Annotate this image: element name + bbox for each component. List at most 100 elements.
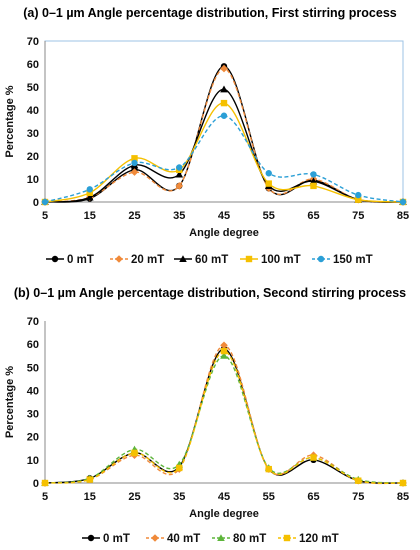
y-tick-label: 60 <box>27 339 39 351</box>
x-tick-label: 75 <box>352 491 364 503</box>
legend-label: 0 mT <box>103 533 130 545</box>
data-point <box>86 189 93 196</box>
data-point <box>130 168 139 176</box>
data-point <box>131 449 138 457</box>
y-axis-label: Percentage % <box>4 85 16 157</box>
data-point <box>220 351 228 359</box>
series-line <box>44 115 404 203</box>
y-tick-label: 40 <box>27 105 39 117</box>
legend-item: 100 mT <box>240 254 301 266</box>
y-tick-label: 50 <box>27 82 39 94</box>
x-tick-label: 15 <box>84 491 96 503</box>
data-point <box>175 182 184 190</box>
data-point <box>131 155 138 162</box>
y-tick-label: 50 <box>27 362 39 374</box>
x-tick-label: 65 <box>307 210 319 222</box>
data-point <box>85 193 94 201</box>
x-tick-label: 45 <box>218 491 230 503</box>
data-point <box>309 177 318 185</box>
data-point <box>220 85 228 93</box>
legend-marker <box>245 255 253 263</box>
legend-marker <box>317 255 325 263</box>
legend-marker <box>87 534 95 542</box>
x-axis-label: Angle degree <box>189 508 259 520</box>
legend-label: 80 mT <box>233 533 266 545</box>
data-point <box>220 64 228 73</box>
legend-label: 150 mT <box>333 254 373 266</box>
data-point <box>355 477 362 484</box>
legend-marker <box>151 534 159 542</box>
legend-marker <box>51 255 59 263</box>
data-point <box>310 182 317 190</box>
data-point <box>41 198 49 206</box>
chart-a-title: (a) 0–1 µm Angle percentage distribution… <box>23 6 397 20</box>
legend-marker <box>283 534 291 542</box>
legend-marker <box>217 534 225 542</box>
series-0-mt <box>41 63 407 206</box>
x-tick-label: 25 <box>128 210 140 222</box>
legend-item: 120 mT <box>278 533 339 545</box>
chart-a-svg: 0 10 20 30 40 50 60 70 5 15 25 35 45 55 65 75 85 Angle de… <box>4 36 409 266</box>
y-axis-label: Percentage % <box>4 366 16 438</box>
data-point <box>86 476 93 483</box>
legend-label: 40 mT <box>167 533 200 545</box>
y-tick-label: 70 <box>27 36 39 48</box>
chart-a: (a) 0–1 µm Angle percentage distribution… <box>4 6 409 266</box>
data-point <box>86 186 93 193</box>
series-0-mt <box>41 345 407 487</box>
x-tick-label: 85 <box>397 210 409 222</box>
series-line <box>44 344 404 485</box>
y-tick-label: 10 <box>27 174 39 186</box>
x-tick-label: 15 <box>84 210 96 222</box>
x-tick-label: 5 <box>42 210 48 222</box>
series-line <box>44 348 404 484</box>
legend-label: 120 mT <box>299 533 339 545</box>
series-line <box>44 350 404 484</box>
chart-b: (b) 0–1 µm Angle percentage distribution… <box>0 280 420 550</box>
legend-item: 150 mT <box>312 254 373 266</box>
x-tick-label: 55 <box>263 210 275 222</box>
data-point <box>310 454 317 461</box>
legend-item: 40 mT <box>146 533 200 545</box>
chart-b-title: (b) 0–1 µm Angle percentage distribution… <box>13 286 407 300</box>
y-tick-label: 30 <box>27 128 39 140</box>
x-tick-label: 55 <box>263 491 275 503</box>
legend: 0 mT 40 mT 80 mT 120 mT <box>82 533 339 545</box>
y-tick-label: 0 <box>33 197 39 209</box>
data-point <box>220 112 228 119</box>
y-tick-label: 30 <box>27 409 39 421</box>
data-point <box>41 479 49 487</box>
x-tick-label: 25 <box>128 491 140 503</box>
legend-marker <box>179 255 187 263</box>
data-point <box>399 198 407 206</box>
x-tick-label: 75 <box>352 210 364 222</box>
data-point <box>355 191 362 199</box>
legend-label: 100 mT <box>261 254 301 266</box>
legend-marker <box>115 255 123 263</box>
legend-item: 0 mT <box>82 533 130 545</box>
series-150-mt <box>41 112 407 206</box>
y-tick-label: 40 <box>27 385 39 397</box>
series-line <box>44 355 404 484</box>
legend-label: 0 mT <box>67 254 94 266</box>
y-tick-label: 20 <box>27 151 39 163</box>
y-tick-label: 60 <box>27 59 39 71</box>
y-tick-label: 70 <box>27 316 39 328</box>
legend-label: 20 mT <box>131 254 164 266</box>
legend-item: 20 mT <box>110 254 164 266</box>
legend: 0 mT 20 mT 60 mT 100 mT 150 mT <box>46 254 373 266</box>
data-point <box>355 196 362 203</box>
data-point <box>399 479 407 487</box>
data-point <box>131 159 138 167</box>
x-tick-label: 35 <box>173 491 185 503</box>
series-40-mt <box>41 341 407 487</box>
data-point <box>220 347 228 355</box>
y-tick-label: 20 <box>27 432 39 444</box>
x-tick-label: 5 <box>42 491 48 503</box>
y-tick-label: 10 <box>27 455 39 467</box>
x-tick-label: 65 <box>307 491 319 503</box>
legend-item: 60 mT <box>174 254 228 266</box>
data-point <box>265 180 272 187</box>
x-tick-label: 85 <box>397 491 409 503</box>
legend-item: 80 mT <box>212 533 266 545</box>
